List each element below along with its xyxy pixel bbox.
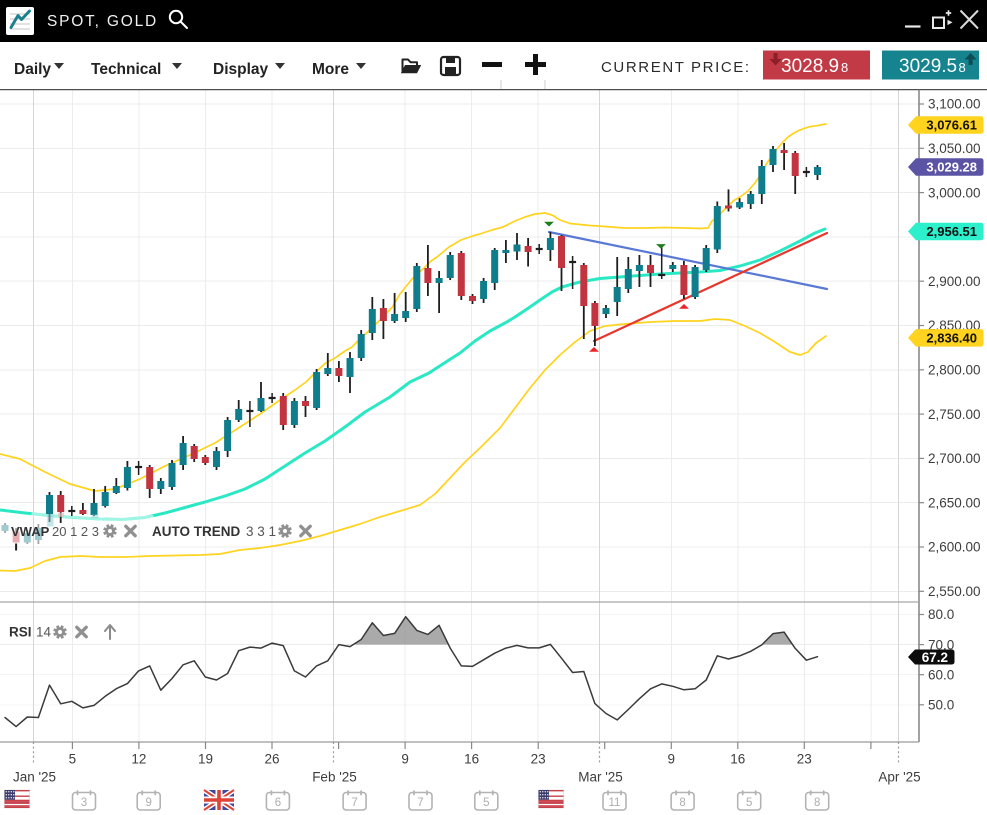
svg-text:12: 12 [131,752,146,767]
svg-text:Daily: Daily [14,61,51,78]
svg-text:Feb '25: Feb '25 [312,770,357,785]
svg-text:3,050.00: 3,050.00 [928,141,981,156]
svg-text:Apr '25: Apr '25 [878,770,920,785]
svg-text:9: 9 [401,752,409,767]
svg-text:8: 8 [814,797,820,809]
svg-text:Technical: Technical [91,61,161,78]
svg-text:2,750.00: 2,750.00 [928,407,981,422]
svg-text:CURRENT PRICE:: CURRENT PRICE: [601,59,751,76]
svg-text:2,700.00: 2,700.00 [928,451,981,466]
svg-text:5: 5 [746,797,752,809]
svg-text:11: 11 [609,797,621,809]
svg-text:8: 8 [959,60,966,75]
svg-text:SPOT, GOLD: SPOT, GOLD [47,13,158,30]
svg-text:Mar '25: Mar '25 [578,770,623,785]
svg-text:Jan '25: Jan '25 [13,770,56,785]
svg-text:2,650.00: 2,650.00 [928,495,981,510]
svg-text:7: 7 [417,797,423,809]
svg-text:VWAP: VWAP [11,524,50,539]
svg-text:3: 3 [81,797,87,809]
svg-text:3,076.61: 3,076.61 [926,118,977,133]
svg-text:70.0: 70.0 [928,637,954,652]
svg-text:2,836.40: 2,836.40 [926,331,977,346]
svg-text:2,600.00: 2,600.00 [928,540,981,555]
svg-text:3029.5: 3029.5 [899,56,957,77]
svg-text:9: 9 [668,752,676,767]
svg-text:6: 6 [275,797,281,809]
svg-text:16: 16 [464,752,479,767]
svg-text:80.0: 80.0 [928,607,954,622]
svg-text:3,100.00: 3,100.00 [928,97,981,112]
svg-text:14: 14 [36,625,52,640]
svg-text:16: 16 [730,752,745,767]
svg-text:23: 23 [531,752,546,767]
svg-text:50.0: 50.0 [928,698,954,713]
svg-text:RSI: RSI [9,625,32,640]
svg-text:7: 7 [351,797,357,809]
svg-text:23: 23 [797,752,812,767]
svg-text:2,900.00: 2,900.00 [928,274,981,289]
svg-text:3028.9: 3028.9 [781,56,839,77]
svg-text:67.2: 67.2 [922,650,948,665]
svg-text:9: 9 [145,797,151,809]
svg-text:60.0: 60.0 [928,667,954,682]
svg-text:AUTO TREND: AUTO TREND [152,524,241,539]
svg-text:19: 19 [198,752,213,767]
svg-text:5: 5 [69,752,77,767]
svg-text:3,000.00: 3,000.00 [928,185,981,200]
svg-text:20 1 2 3: 20 1 2 3 [52,524,99,539]
svg-text:3,029.28: 3,029.28 [926,160,977,175]
svg-text:More: More [312,61,349,78]
svg-text:26: 26 [264,752,279,767]
svg-text:2,956.51: 2,956.51 [926,224,977,239]
svg-text:3 3 1: 3 3 1 [246,524,276,539]
svg-text:5: 5 [483,797,489,809]
svg-text:8: 8 [679,797,685,809]
svg-text:8: 8 [841,60,848,75]
svg-text:2,800.00: 2,800.00 [928,363,981,378]
svg-text:Display: Display [213,61,269,78]
svg-text:2,550.00: 2,550.00 [928,584,981,599]
